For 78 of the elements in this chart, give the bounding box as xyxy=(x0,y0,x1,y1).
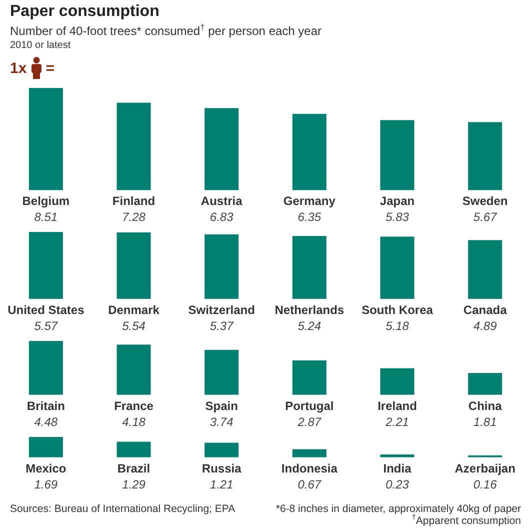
x-tick-label: United States xyxy=(8,302,85,317)
bar xyxy=(468,372,502,395)
bar xyxy=(28,436,63,457)
bar xyxy=(28,232,63,299)
bar xyxy=(204,442,239,457)
x-tick-label: Belgium xyxy=(22,194,70,208)
x-tick-label: Japan xyxy=(380,194,415,208)
data-label: 5.24 xyxy=(298,318,322,333)
text: *6-8 inches in diameter, approximately 40kg of paper xyxy=(276,503,521,515)
data-label: 5.57 xyxy=(34,318,59,333)
x-tick-label: Spain xyxy=(205,398,238,413)
x-tick-label: Britain xyxy=(26,398,65,413)
data-label: 1.81 xyxy=(473,414,497,429)
text: 2010 or latest xyxy=(10,40,71,51)
data-label: 6.35 xyxy=(298,210,322,224)
bar xyxy=(468,240,502,299)
chart-subtitle: Number of 40-foot trees* consumed$^{†}$ per person each year xyxy=(10,22,322,38)
x-tick-label: Russia xyxy=(202,461,242,475)
data-label: 3.74 xyxy=(210,414,234,429)
bar xyxy=(292,114,326,190)
data-label: 5.54 xyxy=(122,318,146,333)
x-tick-label: France xyxy=(114,398,154,413)
bar xyxy=(292,236,326,299)
data-label: 1.21 xyxy=(210,477,234,491)
x-tick-label: Brazil xyxy=(117,461,150,475)
data-label: 1.29 xyxy=(122,477,146,491)
x-tick-label: Indonesia xyxy=(281,461,338,475)
bar xyxy=(292,448,326,457)
text: = xyxy=(46,60,54,76)
bar xyxy=(204,350,239,395)
data-label: 2.87 xyxy=(296,414,322,429)
data-label: 0.67 xyxy=(298,477,322,491)
x-tick-label: Portugal xyxy=(285,398,334,413)
data-label: 7.28 xyxy=(122,210,146,224)
x-tick-label: Netherlands xyxy=(274,302,344,317)
data-label: 5.18 xyxy=(386,318,410,333)
bar xyxy=(204,108,239,190)
x-tick-label: Germany xyxy=(283,194,336,208)
bar xyxy=(116,102,151,190)
bar xyxy=(292,360,326,395)
x-tick-label: Denmark xyxy=(108,302,160,317)
data-label: 6.83 xyxy=(210,210,234,224)
bar xyxy=(204,234,239,299)
data-label: 8.51 xyxy=(34,210,58,224)
bar xyxy=(380,454,414,457)
text: 1x xyxy=(10,60,27,76)
x-tick-label: Canada xyxy=(463,302,508,317)
bar xyxy=(116,232,151,299)
bar xyxy=(380,236,414,299)
x-tick-label: China xyxy=(468,398,502,413)
bar xyxy=(116,344,151,395)
bar xyxy=(28,340,63,395)
bar xyxy=(468,122,502,190)
bar xyxy=(380,368,414,395)
x-tick-label: Sweden xyxy=(462,194,508,208)
x-tick-label: Ireland xyxy=(378,398,417,413)
data-label: 5.67 xyxy=(473,210,498,224)
chart-title: Paper consumption xyxy=(10,3,160,21)
data-label: 1.69 xyxy=(34,477,58,491)
bar xyxy=(380,120,414,190)
source-note: Sources: Bureau of International Recycling; EPA xyxy=(10,503,236,515)
data-label: 4.89 xyxy=(473,318,498,333)
data-label: 0.16 xyxy=(473,477,498,491)
x-tick-label: Austria xyxy=(200,194,243,208)
data-label: 2.21 xyxy=(384,414,409,429)
data-label: 0.23 xyxy=(386,477,410,491)
x-tick-label: Finland xyxy=(112,194,156,208)
data-label: 5.83 xyxy=(386,210,410,224)
x-tick-label: Switzerland xyxy=(188,302,255,317)
data-label: 4.48 xyxy=(34,414,58,429)
x-tick-label: Azerbaijan xyxy=(454,461,516,475)
x-tick-label: Mexico xyxy=(26,461,66,475)
x-tick-label: India xyxy=(383,461,412,475)
data-label: 5.37 xyxy=(210,318,235,333)
data-label: 4.18 xyxy=(122,414,146,429)
bar xyxy=(28,88,63,190)
x-tick-label: South Korea xyxy=(362,302,434,317)
bar xyxy=(116,442,151,457)
